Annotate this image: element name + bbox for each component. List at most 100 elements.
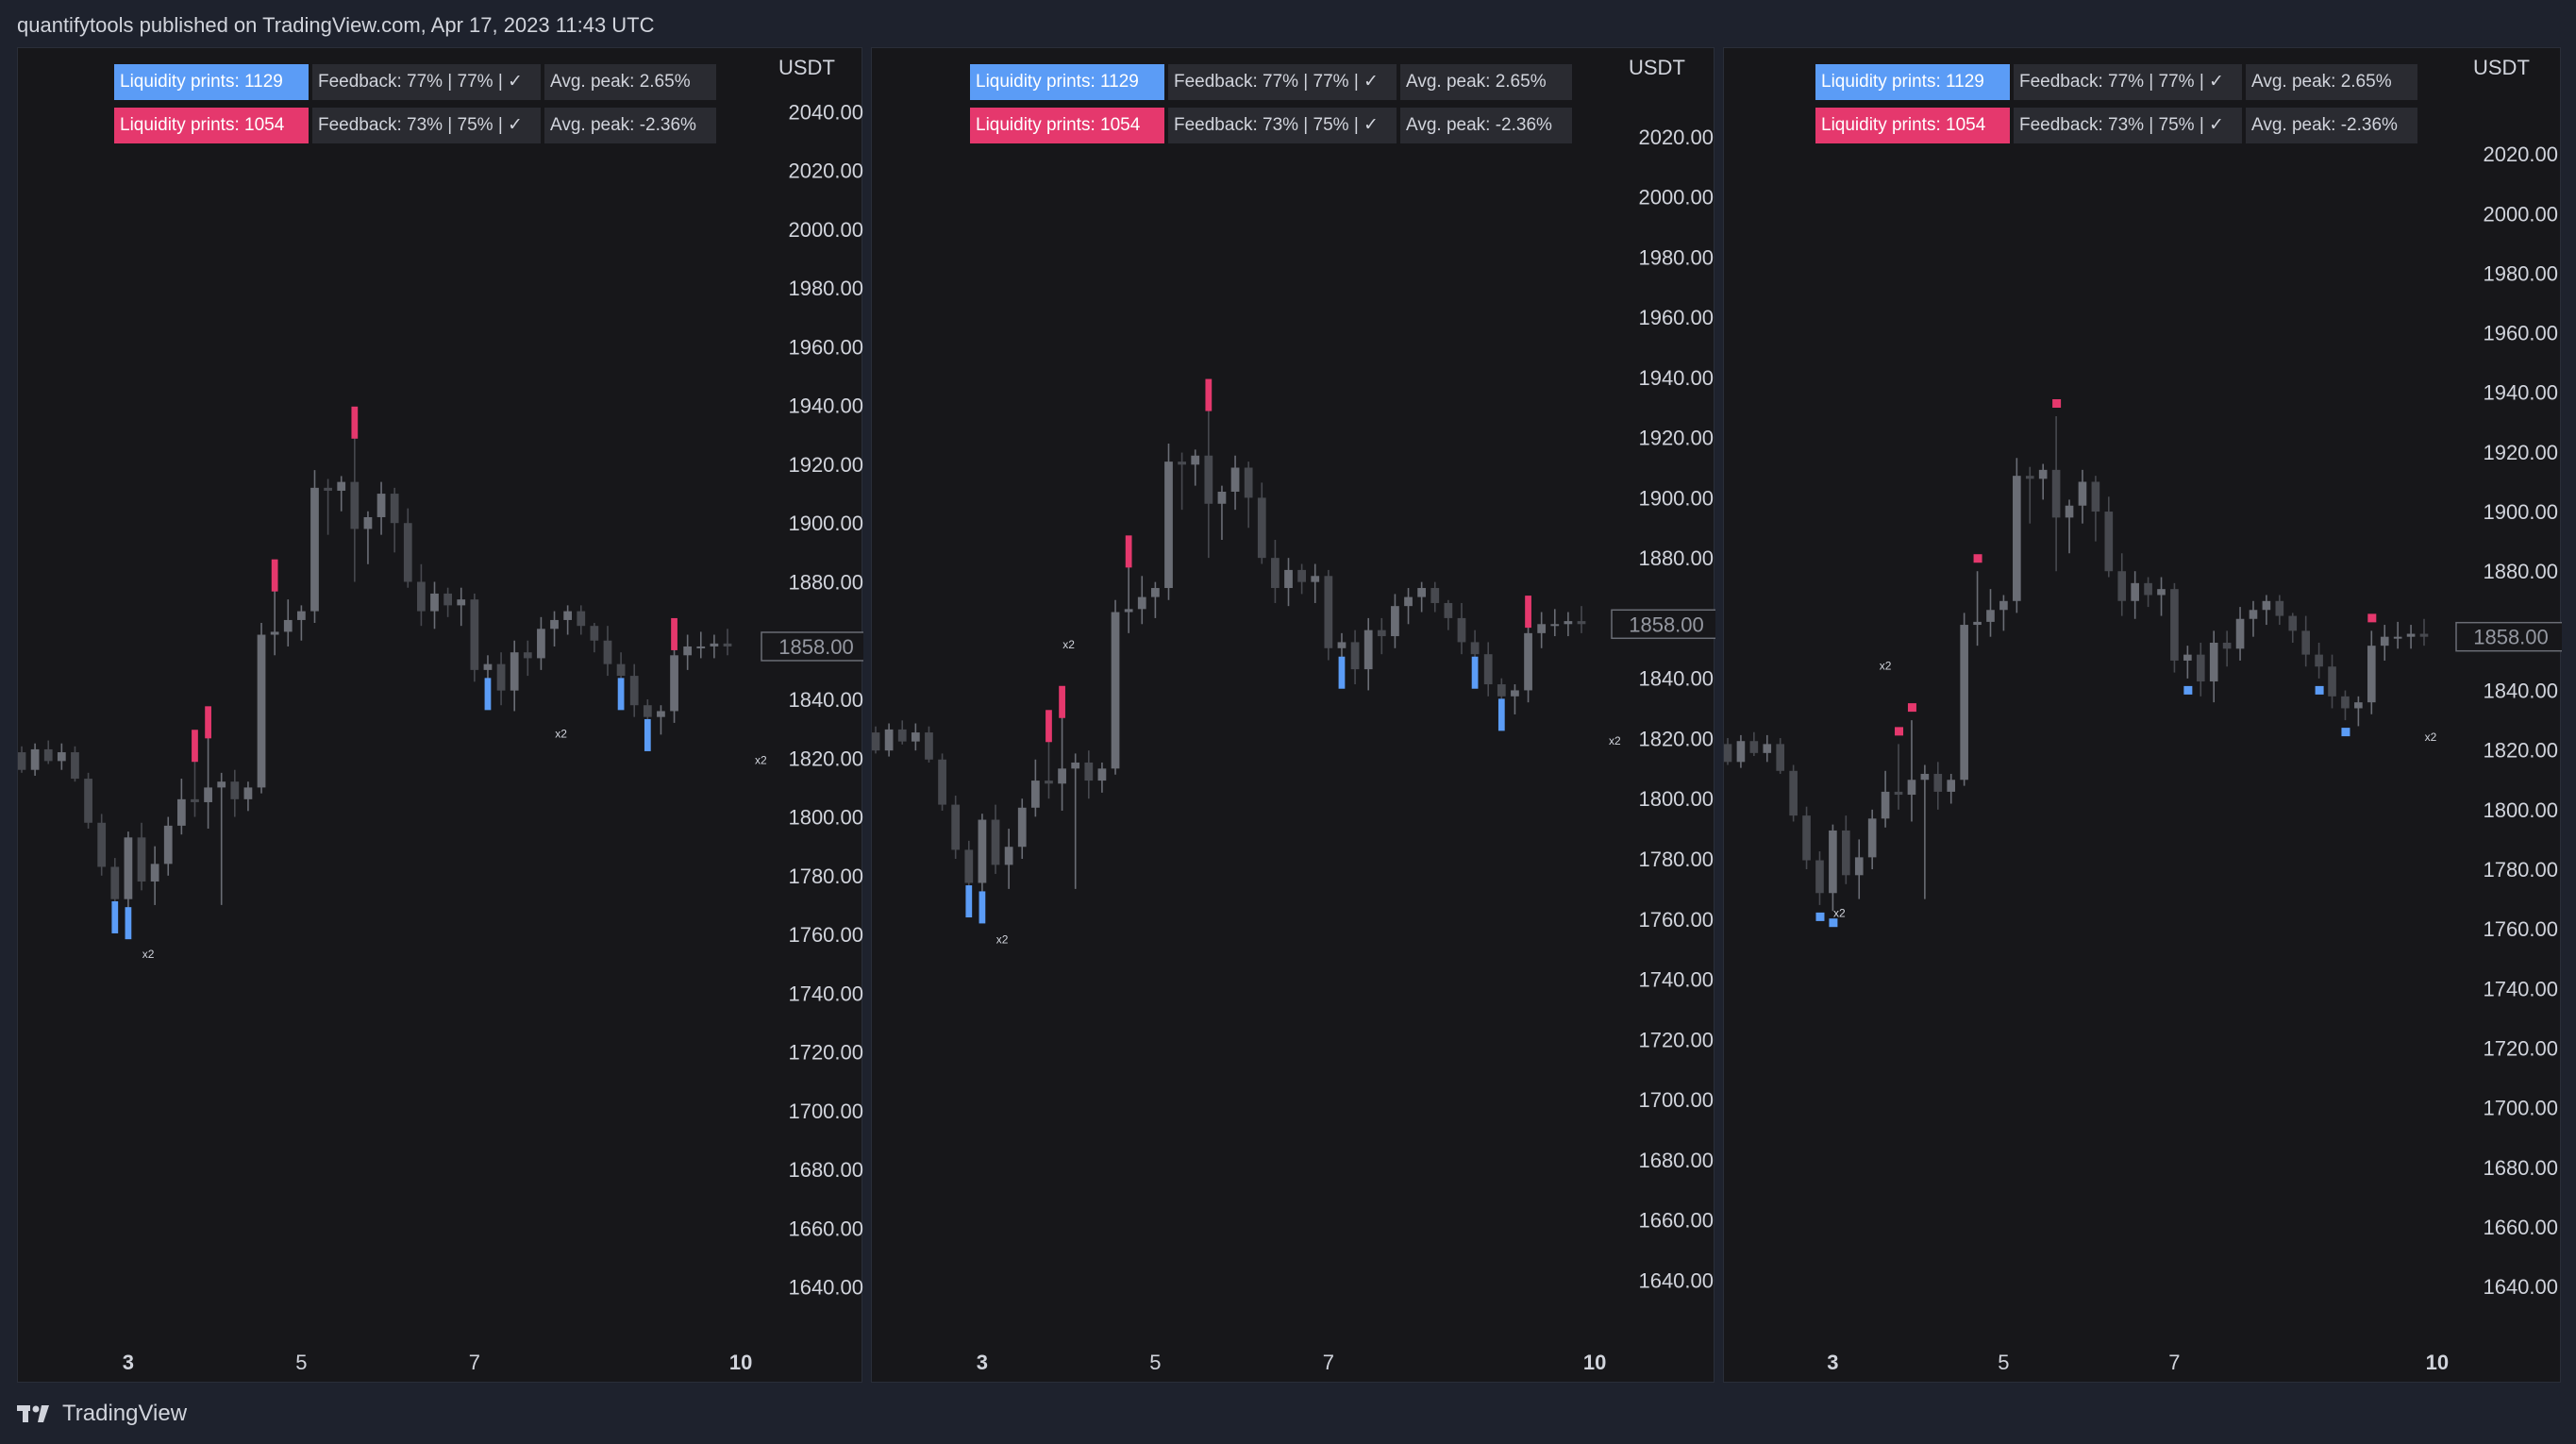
bear-peak-stat: Avg. peak: -2.36% [544,108,716,143]
candle-body [417,581,426,612]
candle-body [2367,646,2376,703]
currency-label[interactable]: USDT [1629,56,1685,79]
candle-body [1097,768,1107,781]
chart-svg: 2020.00 2000.00 1980.00 1960.00 1940.00 1920.… [1724,143,2562,1374]
annotation-label: x2 [996,932,1009,946]
candle-body [2104,512,2114,572]
candle-body [376,494,386,517]
chart-panel-1[interactable]: 2040.00 2020.00 2000.00 1980.00 1960.00 1940.… [17,47,863,1383]
y-tick-label: 1800.00 [788,806,863,830]
candle-body [577,611,586,627]
y-tick-label: 1940.00 [788,395,863,418]
candle-body [2025,476,2034,479]
y-tick-label: 1980.00 [2483,261,2558,285]
candle-body [2131,582,2139,601]
bullish-liquidity-print [1471,656,1479,689]
candle-body [616,663,626,677]
candle-body [1058,768,1066,784]
candle-body [1789,770,1798,816]
candle-body [1960,625,1968,781]
candle-body [430,593,439,612]
candle-body [97,822,107,867]
chart-panel-2[interactable]: 2020.00 2000.00 1980.00 1960.00 1940.00 1920.… [871,47,1715,1383]
candle-body [363,516,373,529]
y-tick-label: 1720.00 [788,1041,863,1065]
candle-body [1829,830,1837,894]
candle-body [1986,610,1995,622]
y-tick-label: 1740.00 [1638,968,1714,992]
bearish-liquidity-print [1973,554,1982,563]
y-tick-label: 1960.00 [788,335,863,359]
bullish-liquidity-print [1815,912,1825,921]
candle-body [324,487,332,491]
candle-body [2262,600,2271,611]
candle-body [537,629,545,659]
candle-body [176,798,186,826]
candle-body [2209,643,2218,682]
candle-body [2013,476,2021,601]
candle-body [2051,469,2061,518]
y-tick-label: 1920.00 [2483,441,2558,464]
candle-body [2091,481,2100,512]
candle-body [1124,609,1133,613]
candle-body [2183,654,2192,661]
candle-body [1776,744,1785,771]
candle-body [2117,571,2127,601]
bearish-liquidity-print [351,406,359,439]
bull-peak-stat: Avg. peak: 2.65% [2246,64,2417,100]
last-price-label: 1858.00 [1629,613,1704,636]
candle-body [1724,744,1732,763]
footer-brand[interactable]: TradingView [17,1401,187,1427]
publisher-caption: quantifytools published on TradingView.c… [17,13,655,37]
candle-body [297,611,306,620]
y-tick-label: 1980.00 [788,277,863,300]
candle-body [1881,791,1890,819]
bearish-liquidity-print [1205,378,1213,411]
candle-body [1524,632,1532,691]
candle-body [1802,815,1811,861]
bear-feedback-stat: Feedback: 73% | 75% | ✓ [1168,108,1397,143]
bearish-liquidity-print [2367,613,2377,623]
candle-body [1217,492,1227,504]
candle-body [496,663,506,691]
candle-body [723,643,732,646]
candle-body [403,523,412,582]
y-tick-label: 1800.00 [1638,787,1714,811]
bear-prints-stat: Liquidity prints: 1054 [1815,108,2010,143]
candle-body [2393,636,2402,639]
x-tick-label: 10 [2426,1351,2449,1374]
y-tick-label: 1940.00 [1638,366,1714,390]
y-tick-label: 1660.00 [2483,1216,2558,1239]
candle-body [57,752,66,762]
candle-body [1111,612,1120,769]
y-tick-label: 1720.00 [2483,1036,2558,1060]
x-tick-label: 10 [1583,1351,1606,1374]
chart-panel-3[interactable]: 2020.00 2000.00 1980.00 1960.00 1940.00 1920.… [1723,47,2562,1383]
annotation-label: x2 [1609,734,1621,747]
currency-label[interactable]: USDT [778,56,835,79]
candle-body [483,663,493,670]
currency-label[interactable]: USDT [2473,56,2530,79]
bearish-liquidity-print [1045,710,1052,743]
candle-body [1297,569,1306,582]
bullish-liquidity-print [965,885,973,918]
candle-body [1337,642,1347,648]
candle-body [2406,633,2416,637]
candle-body [71,752,79,780]
annotation-label: x2 [755,753,767,766]
candle-body [1736,741,1746,763]
candle-body [951,804,961,850]
bull-prints-stat: Liquidity prints: 1129 [114,64,309,100]
candle-body [124,837,133,899]
bear-peak-stat: Avg. peak: -2.36% [2246,108,2417,143]
bearish-liquidity-print [1059,685,1065,718]
candle-body [897,729,907,742]
bearish-liquidity-print [671,617,677,650]
y-tick-label: 2000.00 [2483,202,2558,226]
x-tick-label: 7 [469,1351,480,1374]
candle-body [1894,791,1903,796]
bearish-liquidity-print [1125,535,1132,568]
candle-body [1457,617,1466,643]
candle-body [1430,588,1440,603]
candle-body [1763,744,1772,753]
